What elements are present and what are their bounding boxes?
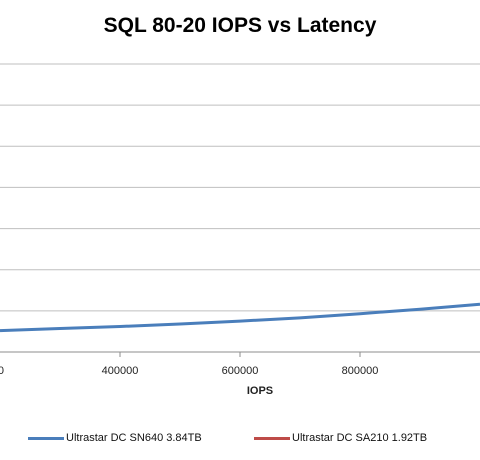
legend-label-sn640: Ultrastar DC SN640 3.84TB xyxy=(66,432,202,444)
x-axis-label: IOPS xyxy=(246,385,274,397)
legend-swatch-sa210 xyxy=(254,436,290,440)
x-tick-label: 400000 xyxy=(102,365,139,377)
x-tick-label-partial: 0 xyxy=(0,365,4,377)
x-tick-label: 600000 xyxy=(222,365,259,377)
x-tick-label: 800000 xyxy=(342,365,379,377)
legend-item-sa210: Ultrastar DC SA210 1.92TB xyxy=(254,430,427,446)
legend-swatch-sn640 xyxy=(28,436,64,440)
chart-title: SQL 80-20 IOPS vs Latency xyxy=(103,14,377,37)
legend-label-sa210: Ultrastar DC SA210 1.92TB xyxy=(292,432,428,444)
legend-item-sn640: Ultrastar DC SN640 3.84TB xyxy=(28,430,202,446)
series-line-0 xyxy=(0,302,480,333)
